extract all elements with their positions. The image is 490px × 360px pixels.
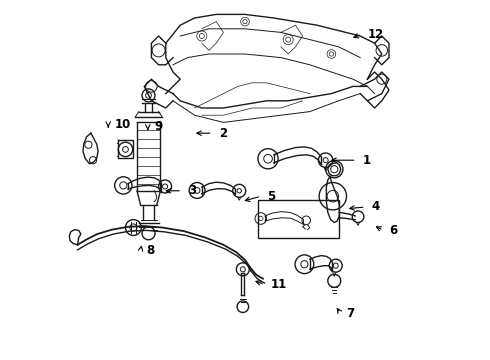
Bar <box>258 200 339 238</box>
Text: 2: 2 <box>219 127 227 140</box>
Text: 9: 9 <box>154 120 162 132</box>
Text: 6: 6 <box>390 224 398 237</box>
Text: 1: 1 <box>363 154 371 167</box>
Text: 3: 3 <box>188 184 196 197</box>
Text: 12: 12 <box>368 28 384 41</box>
Text: 4: 4 <box>372 201 380 213</box>
Text: 11: 11 <box>271 278 287 291</box>
Text: 5: 5 <box>268 190 275 203</box>
Text: 10: 10 <box>114 118 130 131</box>
Text: 8: 8 <box>147 244 155 257</box>
Text: 7: 7 <box>346 307 355 320</box>
